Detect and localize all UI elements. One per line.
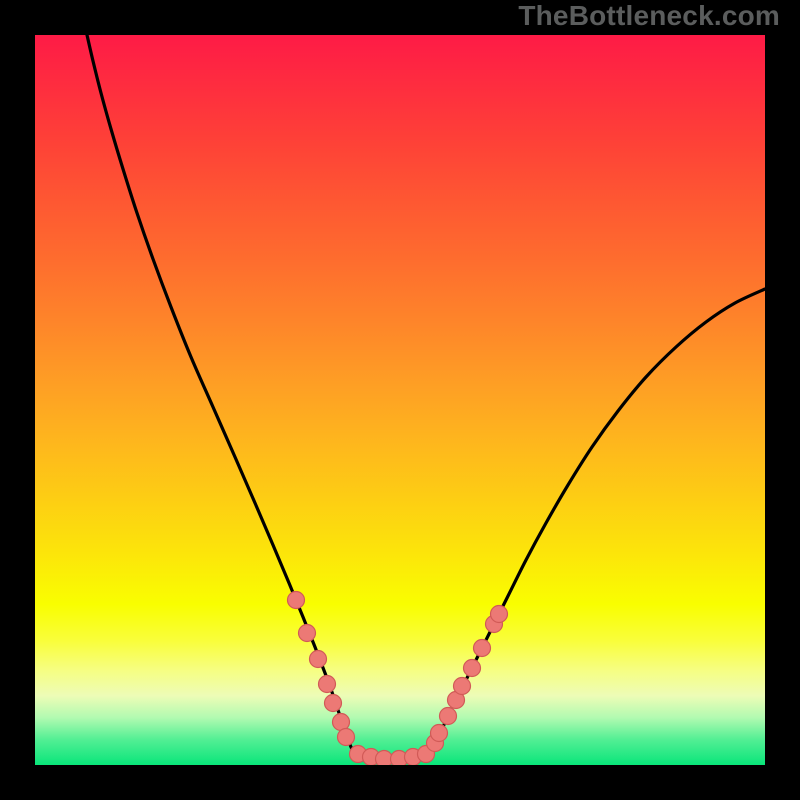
data-marker [338,729,355,746]
data-marker [491,606,508,623]
frame-right [765,0,800,800]
data-marker [474,640,491,657]
watermark-text: TheBottleneck.com [518,0,780,32]
data-marker [431,725,448,742]
data-marker [325,695,342,712]
gradient-background [35,35,765,765]
frame-bottom [0,765,800,800]
data-marker [454,678,471,695]
data-marker [440,708,457,725]
plot-area [35,35,765,765]
data-marker [288,592,305,609]
data-marker [319,676,336,693]
frame-left [0,0,35,800]
data-marker [310,651,327,668]
chart-container: TheBottleneck.com [0,0,800,800]
data-marker [376,751,393,766]
data-marker [464,660,481,677]
data-marker [299,625,316,642]
